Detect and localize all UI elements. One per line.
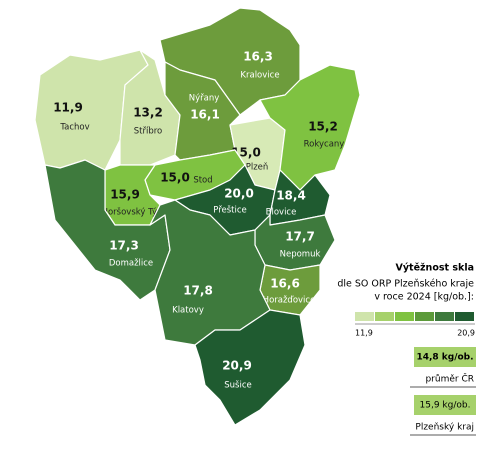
legend-subtitle: v roce 2024 [kg/ob.]: bbox=[374, 292, 474, 303]
legend-min: 11,9 bbox=[355, 329, 373, 338]
legend-swatch bbox=[455, 312, 474, 321]
region-value: 20,9 bbox=[222, 359, 252, 373]
region-value: 16,6 bbox=[270, 277, 300, 291]
region-value: 13,2 bbox=[133, 106, 163, 120]
legend-swatch bbox=[355, 312, 374, 321]
region-name: Kralovice bbox=[240, 71, 279, 81]
reference-label: průměr ČR bbox=[425, 373, 474, 385]
region-name: Přeštice bbox=[213, 205, 247, 216]
region-name: Rokycany bbox=[304, 140, 345, 150]
region-value: 16,3 bbox=[243, 50, 273, 64]
region-value: 15,0 bbox=[160, 171, 190, 185]
reference-value: 15,9 kg/ob. bbox=[420, 401, 471, 411]
region-value: 17,8 bbox=[183, 284, 213, 298]
region bbox=[194, 309, 306, 426]
region bbox=[259, 64, 361, 191]
legend-swatch bbox=[415, 312, 434, 321]
region-name: Plzeň bbox=[246, 162, 269, 173]
region-name: Nýřany bbox=[189, 94, 220, 104]
region-value: 18,4 bbox=[276, 189, 306, 203]
legend-title: Výtěžnost skla bbox=[396, 263, 475, 274]
region-value: 17,3 bbox=[109, 239, 139, 253]
legend-swatch bbox=[395, 312, 414, 321]
region-name: Klatovy bbox=[172, 306, 204, 316]
region-name: Horažďovice bbox=[263, 296, 316, 306]
region-value: 15,2 bbox=[308, 120, 338, 134]
legend-swatch bbox=[435, 312, 454, 321]
region-value: 11,9 bbox=[53, 101, 83, 115]
reference-box bbox=[414, 347, 476, 367]
reference-label: Plzeňský kraj bbox=[415, 422, 474, 433]
reference-box bbox=[414, 395, 476, 415]
region-name: Nepomuk bbox=[280, 250, 321, 260]
region-name: Blovice bbox=[266, 208, 297, 218]
reference-value: 14,8 kg/ob. bbox=[416, 353, 473, 363]
legend-subtitle: dle SO ORP Plzeňského kraje bbox=[337, 279, 474, 290]
region-value: 16,1 bbox=[190, 108, 220, 122]
region-name: Tachov bbox=[59, 123, 89, 133]
region-name: Stříbro bbox=[134, 127, 163, 137]
legend-swatch bbox=[375, 312, 394, 321]
region-value: 17,7 bbox=[285, 230, 315, 244]
region-name: Domažlice bbox=[109, 259, 153, 269]
region-name: Sušice bbox=[224, 380, 251, 391]
region-value: 15,9 bbox=[110, 188, 140, 202]
region-value: 20,0 bbox=[224, 187, 254, 201]
legend-max: 20,9 bbox=[457, 329, 475, 338]
region-name: Stod bbox=[193, 176, 212, 186]
region-name: Horšovský Týn bbox=[102, 207, 163, 218]
